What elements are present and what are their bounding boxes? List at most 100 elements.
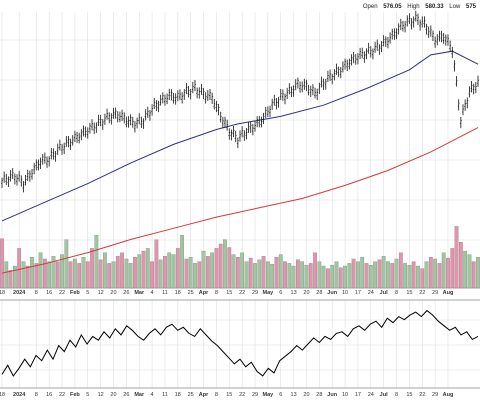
volume-bar <box>313 252 317 289</box>
date-axis-label: 29 <box>252 290 258 296</box>
volume-bar <box>17 248 22 289</box>
volume-bar <box>471 261 476 289</box>
date-axis-label-indicator: 22 <box>239 392 245 398</box>
date-axis-label: 10 <box>342 290 348 296</box>
volume-bar <box>51 256 56 289</box>
date-axis-label: 24 <box>368 290 374 296</box>
date-axis-label: 2024 <box>13 290 26 296</box>
date-axis-label: 28 <box>316 290 322 296</box>
date-axis-label-indicator: Jun <box>327 392 337 398</box>
date-axis-label: 20 <box>303 290 309 296</box>
volume-bar <box>381 256 386 289</box>
date-axis-label-indicator: 2024 <box>13 392 26 398</box>
volume-bar <box>351 258 356 289</box>
volume-bar <box>458 242 463 289</box>
volume-bar <box>308 263 313 289</box>
date-axis-label-indicator: 4 <box>151 392 154 398</box>
date-axis-label-indicator: 26 <box>123 392 129 398</box>
volume-bar <box>253 263 257 289</box>
indicator-line <box>1 309 479 377</box>
volume-bar <box>437 263 442 289</box>
volume-bar <box>137 254 142 289</box>
date-axis-label: May <box>263 290 275 296</box>
date-axis-label: Jul <box>380 290 388 296</box>
date-axis-label: 5 <box>86 290 89 296</box>
date-axis-label: Jun <box>327 290 337 296</box>
date-axis-label: 22 <box>59 290 65 296</box>
date-axis-label: 4 <box>151 290 154 296</box>
volume-bar <box>424 261 429 289</box>
volume-bar <box>240 252 245 289</box>
volume-bar <box>180 235 184 289</box>
volume-bar <box>210 252 214 289</box>
volume-bar <box>188 257 193 289</box>
volume-bar <box>158 259 163 289</box>
volume-bar <box>450 248 455 289</box>
date-axis-label: Mar <box>134 290 145 296</box>
volume-bar <box>150 261 154 289</box>
volume-bar <box>291 265 296 289</box>
volume-bar <box>43 258 47 289</box>
volume-bar <box>373 261 377 289</box>
volume-bar <box>98 259 103 289</box>
volume-bar <box>115 256 120 289</box>
date-axis-label: 15 <box>226 290 232 296</box>
volume-bar <box>81 257 86 289</box>
volume-bar <box>128 263 133 289</box>
volume-bar <box>364 263 369 289</box>
volume-bar <box>398 252 403 289</box>
moving-average-long-line <box>1 127 479 274</box>
volume-bar <box>8 270 13 289</box>
volume-bar <box>356 261 360 289</box>
date-axis-label-indicator: 10 <box>342 392 348 398</box>
date-axis-label: 25 <box>188 290 194 296</box>
date-axis-label-indicator: 8 <box>395 392 398 398</box>
date-axis-label: 17 <box>355 290 361 296</box>
volume-bar <box>218 243 223 289</box>
volume-bar <box>223 239 227 289</box>
date-axis-label: 20 <box>110 290 116 296</box>
volume-bar <box>411 261 416 289</box>
volume-bar <box>416 265 420 289</box>
high-label: High <box>407 4 420 10</box>
volume-bar <box>0 238 4 289</box>
date-axis-label-indicator: May <box>263 392 275 398</box>
volume-bar <box>145 248 150 289</box>
volume-bar <box>184 258 189 289</box>
volume-bar <box>446 257 450 289</box>
date-axis-label: 12 <box>98 290 104 296</box>
date-axis-label-indicator: Apr <box>199 392 209 398</box>
volume-bar <box>338 267 343 289</box>
date-axis-label: Aug <box>443 290 454 296</box>
volume-bar <box>30 257 34 289</box>
volume-bar <box>55 261 60 289</box>
volume-bar <box>467 254 472 289</box>
date-axis-label: 22 <box>239 290 245 296</box>
volume-bar <box>214 248 219 289</box>
volume-bar <box>390 263 395 289</box>
volume-bar <box>454 226 459 289</box>
volume-bar <box>270 264 275 289</box>
volume-bar <box>304 264 309 289</box>
volume-bar <box>317 261 322 289</box>
date-axis-label: 26 <box>123 290 129 296</box>
volume-bar <box>407 264 412 289</box>
date-axis-label-indicator: 29 <box>252 392 258 398</box>
volume-bar <box>38 252 43 289</box>
volume-bar <box>343 265 347 289</box>
volume-bar <box>386 261 390 289</box>
date-axis-label-indicator: 11 <box>162 392 168 398</box>
volume-bar <box>34 263 39 289</box>
date-axis-label-indicator: 29 <box>432 392 438 398</box>
date-axis-label-indicator: Jul <box>380 392 388 398</box>
volume-bar <box>73 258 77 289</box>
volume-bar <box>154 239 159 289</box>
volume-bar <box>334 261 339 289</box>
date-axis-label-indicator: 18 <box>0 392 5 398</box>
date-axis-label-indicator: 24 <box>368 392 374 398</box>
date-axis-label: Feb <box>70 290 80 296</box>
volume-bar <box>47 261 52 289</box>
volume-bar <box>377 259 382 289</box>
volume-bar <box>296 259 300 289</box>
